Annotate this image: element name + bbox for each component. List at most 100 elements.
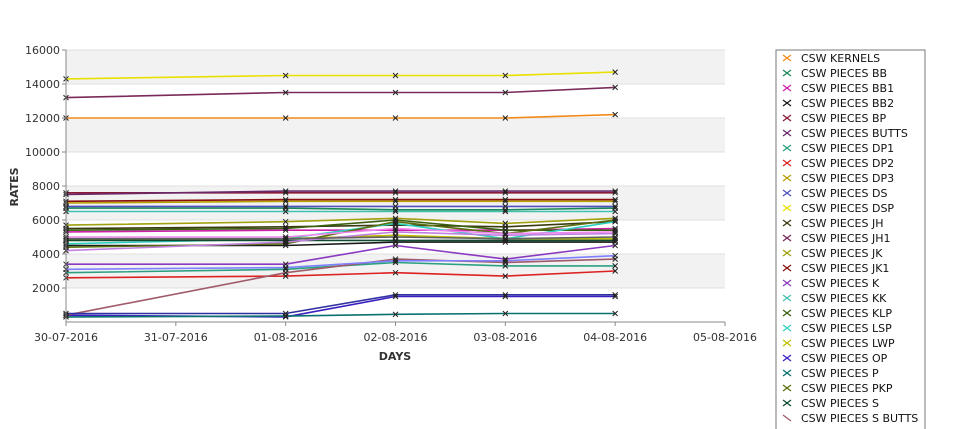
legend-label: CSW PIECES OP <box>801 352 888 365</box>
marker-stroke <box>282 269 289 276</box>
data-point <box>612 189 619 196</box>
legend-marker <box>782 99 792 107</box>
marker-stroke <box>282 234 289 240</box>
legend-label: CSW PIECES BP <box>801 112 887 125</box>
marker-stroke <box>282 203 289 210</box>
legend-label: CSW PIECES DP1 <box>801 142 894 155</box>
marker-stroke <box>612 69 619 75</box>
marker-stroke <box>502 115 509 121</box>
legend-item: CSW PIECES BB <box>782 67 887 80</box>
data-point <box>612 252 619 259</box>
marker-stroke <box>502 257 509 264</box>
legend-item: CSW PIECES JK1 <box>782 262 889 275</box>
data-point <box>612 293 619 300</box>
marker-stroke <box>282 235 289 242</box>
data-point <box>282 225 289 232</box>
marker-stroke <box>392 293 399 300</box>
data-point <box>392 227 399 234</box>
x-axis-title: DAYS <box>379 350 412 363</box>
data-point <box>282 203 289 210</box>
marker-stroke <box>392 188 399 194</box>
grid-bands <box>66 50 725 288</box>
data-point <box>502 220 509 227</box>
marker-stroke <box>502 188 509 194</box>
marker-stroke <box>392 291 399 298</box>
data-point <box>612 111 619 118</box>
legend-label: CSW PIECES DP3 <box>801 172 894 185</box>
marker-stroke <box>612 235 619 242</box>
data-point <box>392 234 399 240</box>
marker-stroke <box>502 198 509 205</box>
marker-stroke <box>282 225 289 232</box>
legend-item: CSW PIECES BB2 <box>782 97 894 110</box>
y-tick-label: 12000 <box>25 112 60 125</box>
data-point <box>282 269 289 276</box>
data-point <box>612 203 619 210</box>
legend-label: CSW PIECES JH1 <box>801 232 891 245</box>
y-tick-labels: 2000 4000 6000 8000 10000 12000 14000 16000 <box>25 44 60 295</box>
y-tick-label: 10000 <box>25 146 60 159</box>
marker-stroke <box>502 235 509 242</box>
legend-item: CSW KERNELS <box>782 52 880 65</box>
legend-label: CSW PIECES DP2 <box>801 157 894 170</box>
marker-stroke <box>282 196 289 203</box>
legend-marker <box>782 264 792 272</box>
legend-item: CSW PIECES KK <box>782 292 887 305</box>
legend-marker <box>782 354 792 362</box>
legend-marker <box>782 219 792 227</box>
marker-stroke <box>502 220 509 227</box>
x-tick-label: 05-08-2016 <box>693 331 757 344</box>
y-tick-label: 4000 <box>32 248 60 261</box>
marker-stroke <box>612 203 619 210</box>
data-point <box>502 72 509 79</box>
data-point <box>282 196 289 203</box>
marker-stroke <box>502 310 509 317</box>
legend: CSW KERNELS CSW PIECES BB CSW PIECES BB1 CS… <box>775 49 926 429</box>
legend-item: CSW PIECES DP1 <box>782 142 894 155</box>
data-point <box>612 84 619 91</box>
marker-stroke <box>282 189 289 196</box>
legend-marker <box>782 399 792 407</box>
legend-label: CSW PIECES S <box>801 397 879 410</box>
data-point <box>612 235 619 242</box>
series-line <box>66 293 616 315</box>
marker-stroke <box>392 311 399 318</box>
legend-marker <box>782 414 792 422</box>
data-point <box>502 203 509 210</box>
marker-stroke <box>392 225 399 232</box>
data-point <box>392 256 399 262</box>
marker-stroke <box>502 291 509 298</box>
legend-item: CSW PIECES JK <box>782 247 883 260</box>
y-tick-label: 16000 <box>25 44 60 57</box>
data-point <box>282 264 289 271</box>
y-tick-label: 14000 <box>25 78 60 91</box>
marker-stroke <box>392 89 399 96</box>
marker-stroke <box>612 234 619 240</box>
data-point <box>502 115 509 121</box>
legend-label: CSW PIECES JH <box>801 217 884 230</box>
series-line <box>66 113 616 119</box>
marker-stroke <box>612 208 619 215</box>
legend-item: CSW PIECES BP <box>782 112 887 125</box>
marker-stroke <box>502 237 509 244</box>
marker-stroke <box>392 72 399 79</box>
marker-stroke <box>612 293 619 300</box>
legend-marker <box>782 114 792 122</box>
data-point <box>612 268 619 274</box>
data-point <box>612 218 619 225</box>
marker-stroke <box>392 196 399 203</box>
data-point <box>282 223 289 230</box>
legend-label: CSW KERNELS <box>801 52 880 65</box>
legend-marker <box>782 294 792 302</box>
marker-stroke <box>282 72 289 79</box>
marker-stroke <box>612 189 619 196</box>
marker-stroke <box>612 268 619 274</box>
marker-stroke <box>282 115 289 121</box>
marker-stroke <box>612 196 619 203</box>
x-tick-label: 04-08-2016 <box>583 331 647 344</box>
legend-marker <box>782 369 792 377</box>
data-point <box>392 218 399 225</box>
data-point <box>612 188 619 194</box>
marker-stroke <box>612 198 619 205</box>
data-point <box>502 188 509 194</box>
